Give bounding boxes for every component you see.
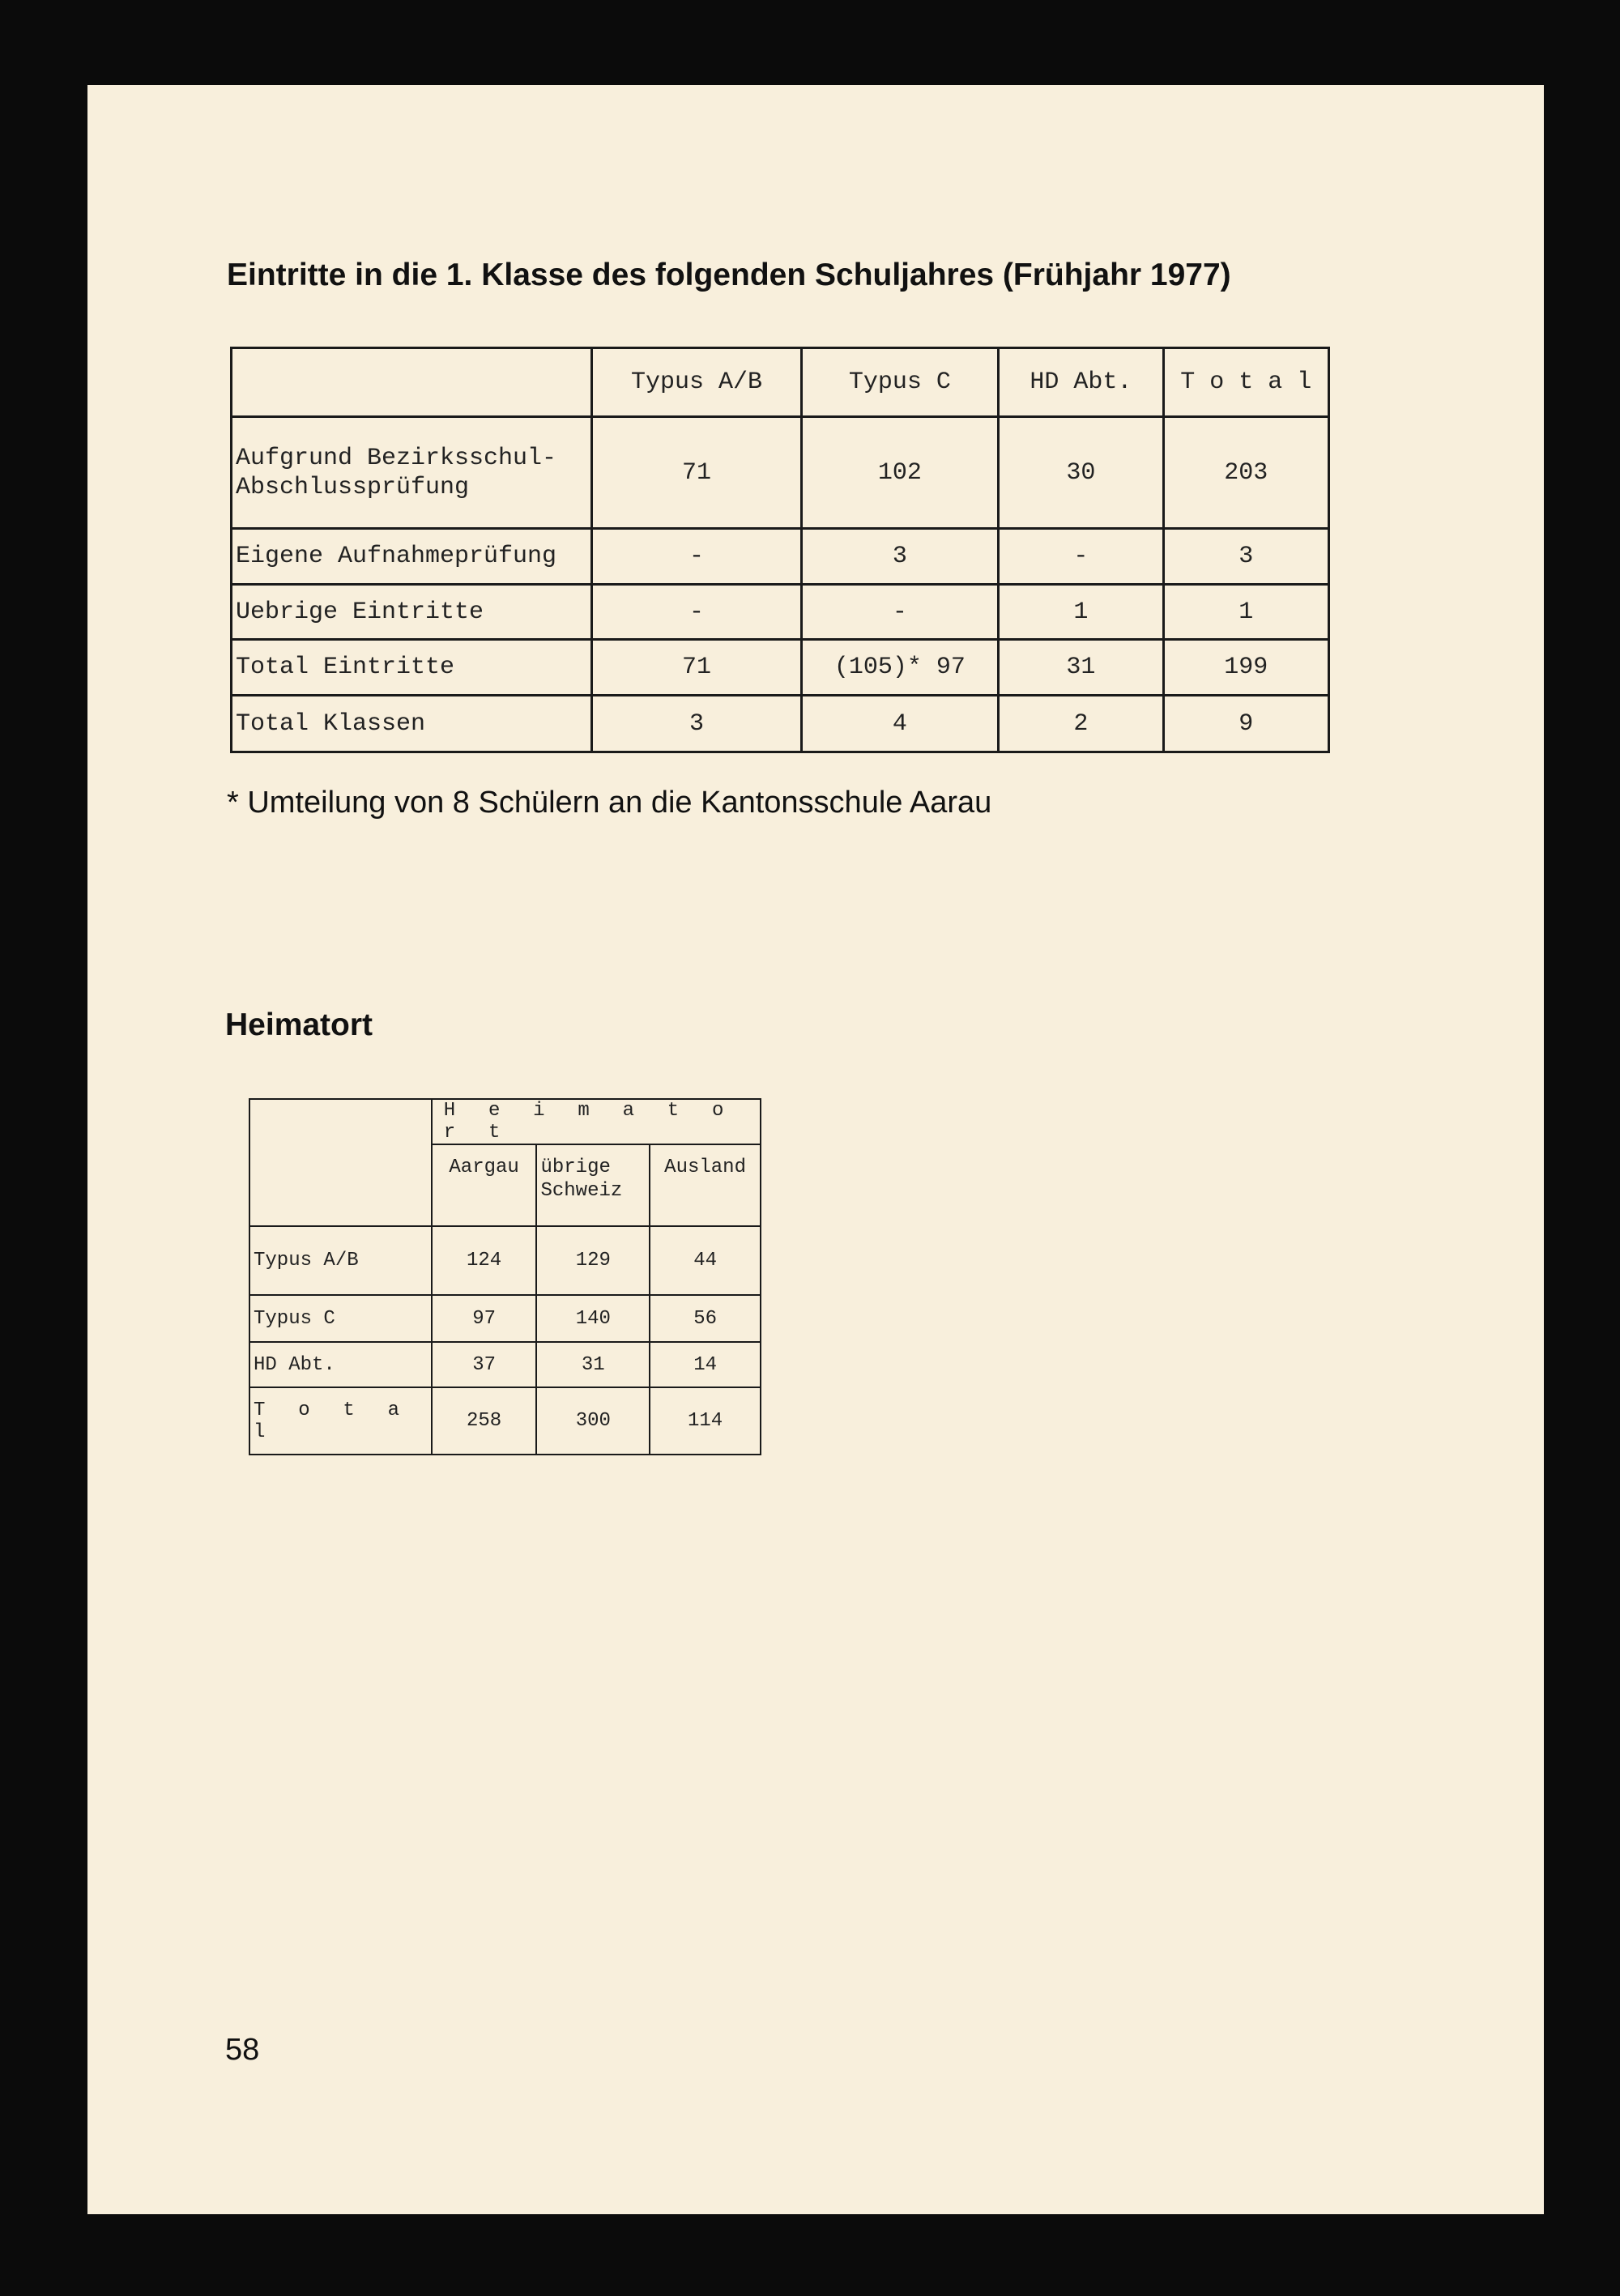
table-row: Typus A/B 124 129 44 <box>249 1225 761 1296</box>
header-cell: T o t a l <box>1162 347 1331 418</box>
table-row: Total Eintritte 71 (105)* 97 31 199 <box>229 638 1331 696</box>
table-row: T o t a l 258 300 114 <box>249 1387 761 1455</box>
cell: - <box>997 527 1165 586</box>
cell: 3 <box>1162 527 1331 586</box>
cell: 4 <box>799 694 1000 753</box>
header-cell-empty <box>249 1098 433 1227</box>
cell: - <box>799 583 1000 641</box>
cell: 114 <box>649 1387 761 1455</box>
header-line: übrige <box>540 1157 611 1178</box>
table-row: Uebrige Eintritte - - 1 1 <box>229 583 1331 641</box>
cell: 258 <box>430 1387 538 1455</box>
row-label: HD Abt. <box>249 1341 433 1388</box>
row-label: Aufgrund Bezirksschul- Abschlussprüfung <box>229 415 594 530</box>
cell: - <box>590 527 803 586</box>
header-cell: Ausland <box>649 1144 761 1227</box>
cell: 199 <box>1162 638 1331 696</box>
table-row: Typus C 97 140 56 <box>249 1294 761 1343</box>
row-label: T o t a l <box>249 1387 433 1455</box>
cell: 102 <box>799 415 1000 530</box>
cell: 31 <box>535 1341 651 1388</box>
cell: 37 <box>430 1341 538 1388</box>
cell: 56 <box>649 1294 761 1343</box>
header-cell: Aargau <box>430 1144 538 1227</box>
header-line: Schweiz <box>540 1179 623 1202</box>
table-header-row: Aargau übrige Schweiz Ausland <box>249 1144 761 1227</box>
cell: 31 <box>997 638 1165 696</box>
row-label: Typus A/B <box>249 1225 433 1296</box>
header-cell: Typus C <box>799 347 1000 418</box>
cell: 9 <box>1162 694 1331 753</box>
row-label: Uebrige Eintritte <box>229 583 594 641</box>
cell: 14 <box>649 1341 761 1388</box>
cell: 71 <box>590 638 803 696</box>
cell: 203 <box>1162 415 1331 530</box>
eintritte-table: Typus A/B Typus C HD Abt. T o t a l Aufg… <box>229 347 1331 753</box>
row-label-line: Aufgrund Bezirksschul- <box>236 444 557 472</box>
cell: 44 <box>649 1225 761 1296</box>
cell: 3 <box>799 527 1000 586</box>
section-title-heimatort: Heimatort <box>225 1007 373 1042</box>
section-title-eintritte: Eintritte in die 1. Klasse des folgenden… <box>227 258 1231 292</box>
header-cell-empty <box>229 347 594 418</box>
row-label: Typus C <box>249 1294 433 1343</box>
cell: 71 <box>590 415 803 530</box>
cell: 129 <box>535 1225 651 1296</box>
header-cell: übrige Schweiz <box>535 1144 651 1227</box>
table-row: HD Abt. 37 31 14 <box>249 1341 761 1388</box>
cell: - <box>590 583 803 641</box>
table-header-row: H e i m a t o r t <box>249 1098 762 1227</box>
cell: 1 <box>997 583 1165 641</box>
cell: 97 <box>430 1294 538 1343</box>
cell: (105)* 97 <box>799 638 1000 696</box>
row-label-line: Abschlussprüfung <box>236 473 470 501</box>
heimatort-table: H e i m a t o r t Aargau übrige Schweiz A… <box>249 1098 762 1455</box>
table-header-row: Typus A/B Typus C HD Abt. T o t a l <box>229 347 1331 418</box>
table-row: Total Klassen 3 4 2 9 <box>229 694 1331 753</box>
header-cell: Typus A/B <box>590 347 803 418</box>
row-label: Total Klassen <box>229 694 594 753</box>
table-row: Aufgrund Bezirksschul- Abschlussprüfung 7… <box>229 415 1331 530</box>
row-label: Eigene Aufnahmeprüfung <box>229 527 594 586</box>
page-number: 58 <box>225 2033 260 2067</box>
cell: 3 <box>590 694 803 753</box>
cell: 2 <box>997 694 1165 753</box>
cell: 30 <box>997 415 1165 530</box>
cell: 124 <box>430 1225 538 1296</box>
cell: 140 <box>535 1294 651 1343</box>
table-row: Eigene Aufnahmeprüfung - 3 - 3 <box>229 527 1331 586</box>
header-cell: HD Abt. <box>997 347 1165 418</box>
row-label: Total Eintritte <box>229 638 594 696</box>
group-header: H e i m a t o r t <box>430 1098 762 1145</box>
footnote: * Umteilung von 8 Schülern an die Kanton… <box>227 786 992 820</box>
cell: 1 <box>1162 583 1331 641</box>
cell: 300 <box>535 1387 651 1455</box>
